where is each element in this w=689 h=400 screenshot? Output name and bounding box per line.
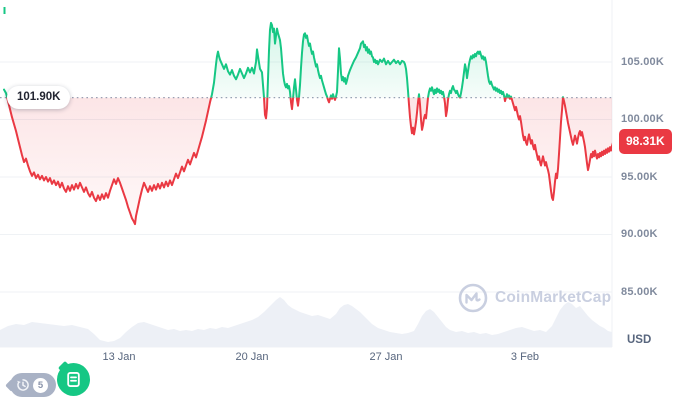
history-events-button[interactable]: 5 <box>10 373 56 397</box>
area-fill-up <box>4 22 612 98</box>
current-price-badge: 98.31K <box>619 129 672 154</box>
y-axis-tick-label: 90.00K <box>621 228 658 240</box>
x-axis-tick-label: 27 Jan <box>369 351 403 363</box>
volume-area <box>0 297 612 347</box>
price-line-up <box>3 21 565 98</box>
y-axis-tick-label: 85.00K <box>621 285 658 298</box>
y-axis-tick-label: 95.00K <box>621 170 658 183</box>
y-axis-unit-label: USD <box>627 334 652 346</box>
history-clock-icon <box>17 379 29 391</box>
y-axis-tick-label: 100.00K <box>621 113 664 125</box>
price-line-down <box>6 97 612 226</box>
x-axis-tick-label: 20 Jan <box>235 351 269 363</box>
area-fill-down <box>7 97 612 225</box>
y-axis-tick-label: 105.00K <box>621 55 664 68</box>
baseline-price-label: 101.90K <box>7 86 71 109</box>
x-axis-tick-label: 3 Feb <box>510 351 540 363</box>
history-count-badge: 5 <box>33 377 48 393</box>
annotations-button[interactable] <box>57 363 90 396</box>
x-axis-tick-label: 13 Jan <box>102 351 136 363</box>
note-document-icon <box>67 372 80 387</box>
baseline-price-value: 101.90K <box>17 91 61 103</box>
